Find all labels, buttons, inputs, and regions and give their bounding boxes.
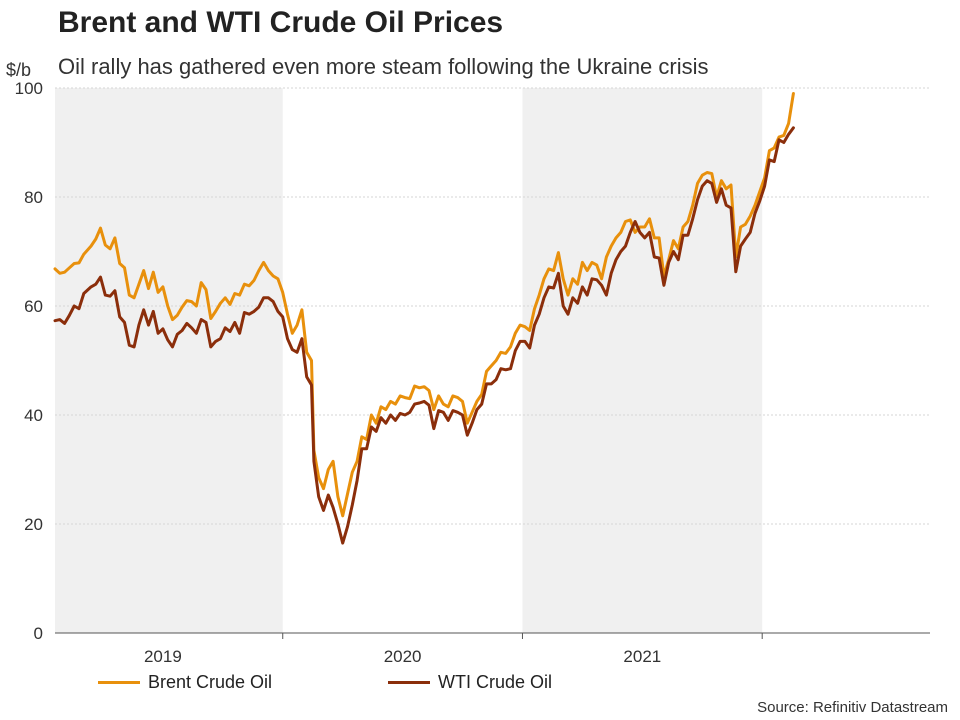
legend-wti-swatch [388, 681, 430, 684]
legend-brent-swatch [98, 681, 140, 684]
legend-wti-label: WTI Crude Oil [438, 672, 553, 692]
y-tick-label-100: 100 [15, 79, 43, 98]
chart-subtitle: Oil rally has gathered even more steam f… [58, 54, 709, 79]
x-tick-label-2020: 2020 [384, 647, 422, 666]
shaded-period-1 [522, 88, 763, 633]
y-tick-label-60: 60 [24, 297, 43, 316]
series-line-brent [53, 92, 795, 518]
legend-wti: WTI Crude Oil [388, 672, 552, 693]
chart-title: Brent and WTI Crude Oil Prices [58, 6, 504, 39]
shaded-period-0 [55, 88, 283, 633]
x-tick-label-2019: 2019 [144, 647, 182, 666]
y-tick-label-80: 80 [24, 188, 43, 207]
legend-brent: Brent Crude Oil [98, 672, 272, 693]
series-line-wti [53, 126, 795, 545]
y-tick-label-20: 20 [24, 515, 43, 534]
y-tick-label-0: 0 [34, 624, 43, 643]
y-axis-unit: $/b [6, 60, 32, 80]
x-tick-label-2021: 2021 [623, 647, 661, 666]
legend-brent-label: Brent Crude Oil [148, 672, 273, 692]
y-tick-label-40: 40 [24, 406, 43, 425]
source-note: Source: Refinitiv Datastream [757, 699, 948, 716]
